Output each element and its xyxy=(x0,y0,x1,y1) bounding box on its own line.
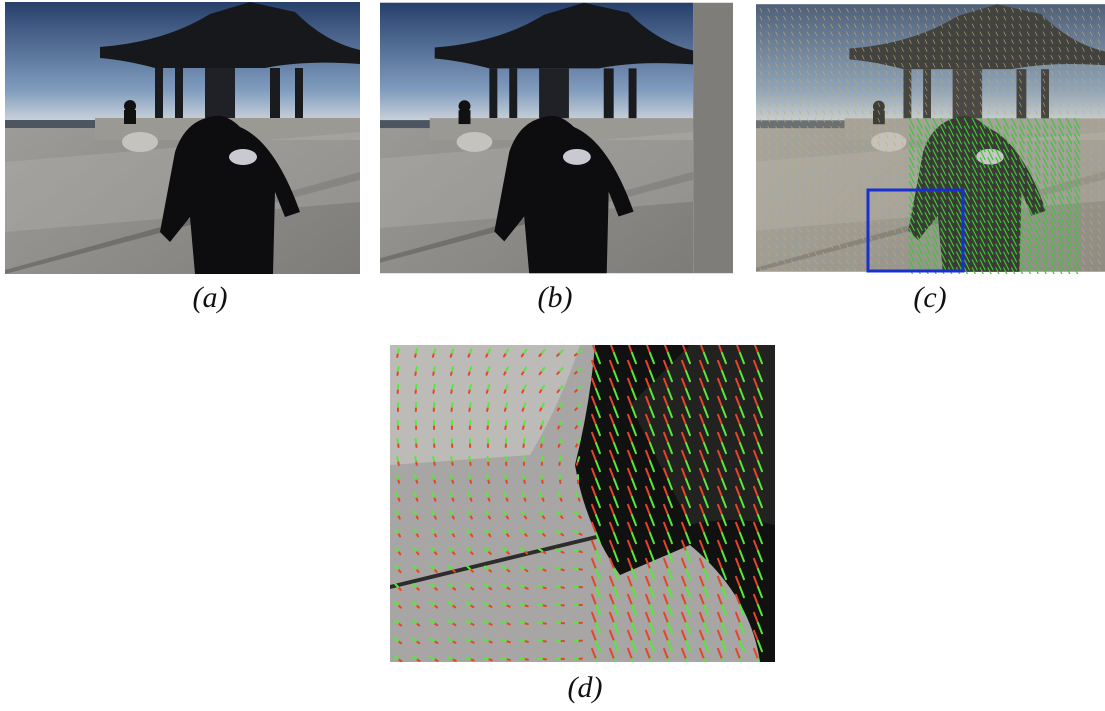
flow-arrow xyxy=(433,457,434,461)
flow-arrow xyxy=(415,493,416,497)
flow-arrow xyxy=(469,493,470,497)
flow-arrow xyxy=(538,604,542,605)
flow-arrow xyxy=(451,493,452,497)
flow-arrow xyxy=(502,640,506,641)
flow-arrow xyxy=(416,349,417,353)
flow-arrow xyxy=(434,385,435,389)
flow-arrow xyxy=(397,493,398,497)
flow-arrow xyxy=(524,421,525,425)
flow-arrow xyxy=(524,439,525,443)
flow-arrow xyxy=(560,457,561,461)
flow-arrow xyxy=(578,457,579,461)
flow-arrow xyxy=(433,475,434,479)
flow-arrow xyxy=(520,622,524,623)
flow-arrow xyxy=(520,640,524,641)
flow-arrow xyxy=(452,367,453,371)
flow-arrow xyxy=(397,439,398,443)
flow-arrow xyxy=(542,421,543,425)
flow-arrow xyxy=(415,475,416,479)
flow-arrow xyxy=(470,349,472,353)
flow-arrow xyxy=(452,349,453,353)
flow-arrow xyxy=(434,367,435,371)
panel-label: (c) xyxy=(913,281,946,314)
flow-arrow xyxy=(560,439,561,443)
flow-arrow xyxy=(520,658,524,659)
figure: (a) (b) (c) (d) xyxy=(0,0,1105,711)
flow-arrow xyxy=(397,457,398,461)
flow-arrow xyxy=(416,367,417,371)
flow-arrow xyxy=(524,403,525,407)
panel-label: (a) xyxy=(193,281,228,314)
flow-arrow xyxy=(488,385,489,389)
flow-arrow xyxy=(469,475,470,479)
flow-arrow xyxy=(486,493,488,497)
flow-arrow xyxy=(502,622,506,623)
flow-arrow xyxy=(574,550,578,551)
panel-label: (d) xyxy=(568,671,603,704)
flow-arrow xyxy=(504,493,506,497)
flow-arrow xyxy=(415,457,416,461)
flow-arrow xyxy=(541,475,542,479)
flow-arrow xyxy=(397,475,398,479)
flow-arrow xyxy=(506,403,507,407)
flow-arrow xyxy=(484,658,488,659)
flow-arrow xyxy=(470,403,471,407)
panel-a-image xyxy=(5,2,360,274)
flow-arrow xyxy=(470,367,471,371)
panel-d-image xyxy=(390,343,775,670)
flow-arrow xyxy=(470,385,471,389)
flow-arrow xyxy=(433,493,434,497)
panel-b-image xyxy=(340,3,733,273)
flow-arrow xyxy=(451,457,452,461)
flow-arrow xyxy=(538,622,542,623)
flow-arrow xyxy=(538,586,542,587)
flow-arrow xyxy=(398,367,399,371)
flow-arrow xyxy=(506,421,507,425)
flow-arrow xyxy=(542,439,543,443)
flow-arrow xyxy=(452,385,453,389)
flow-arrow xyxy=(466,658,470,659)
flow-arrow xyxy=(506,385,507,389)
panel-c-image xyxy=(756,4,1105,277)
flow-arrow xyxy=(488,403,489,407)
flow-arrow xyxy=(502,658,506,659)
flow-arrow xyxy=(574,568,578,569)
flow-arrow xyxy=(523,475,524,479)
flow-arrow xyxy=(488,367,489,371)
flow-arrow xyxy=(451,475,452,479)
flow-arrow xyxy=(487,475,488,479)
flow-arrow xyxy=(540,493,542,497)
flow-arrow xyxy=(398,349,399,353)
flow-arrow xyxy=(520,604,524,605)
figure-canvas: (a) (b) (c) (d) xyxy=(0,0,1105,711)
flow-arrow xyxy=(556,586,560,587)
flow-arrow xyxy=(522,493,524,497)
flow-arrow xyxy=(469,457,470,461)
flow-arrow xyxy=(484,640,488,641)
flow-arrow xyxy=(434,349,435,353)
flow-arrow xyxy=(556,604,560,605)
flow-arrow xyxy=(556,568,560,569)
flow-arrow xyxy=(505,475,506,479)
panel-label: (b) xyxy=(538,281,573,314)
